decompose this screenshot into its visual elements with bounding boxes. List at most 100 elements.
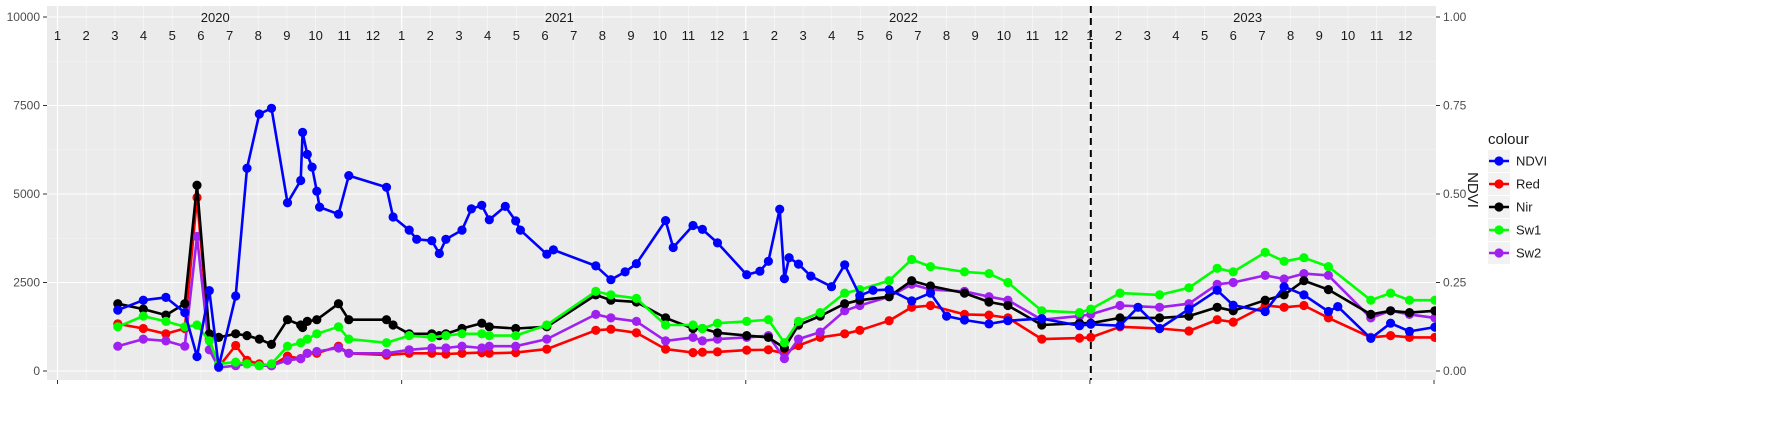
data-point-nir [113,299,123,309]
data-point-red [712,347,723,357]
data-point-sw1 [688,320,698,330]
plot-panel [47,6,1436,380]
data-point-nir [282,315,293,325]
data-point-sw2 [1260,270,1270,280]
data-point-red [1074,333,1085,343]
data-point-ndvi [466,204,476,214]
month-label: 8 [943,28,950,43]
right-axis-tick-label: 0.50 [1443,187,1467,201]
series-clip [113,103,1436,373]
data-point-red [138,323,148,334]
data-point-sw1 [344,334,354,344]
data-point-red [1323,313,1333,323]
data-point-sw2 [477,343,487,353]
series-group [113,103,1436,373]
data-point-sw2 [282,355,293,365]
data-point-nir [1299,276,1309,286]
data-point-red [606,324,616,334]
data-point-nir [381,315,392,325]
data-point-nir [266,339,277,349]
data-point-ndvi [697,224,708,234]
data-point-sw1 [1386,288,1396,298]
data-point-ndvi [242,163,252,173]
data-point-sw1 [1228,267,1238,277]
data-point-ndvi [542,249,552,259]
data-point-sw2 [296,354,306,364]
month-label: 3 [799,28,806,43]
data-point-ndvi [441,234,451,244]
data-point-red [631,328,642,338]
data-point-ndvi [591,261,601,271]
month-label: 4 [484,28,491,43]
left-axis-tick-label: 7500 [13,99,40,113]
data-point-sw1 [742,316,752,326]
data-point-ndvi [404,225,414,235]
data-point-ndvi [668,242,678,253]
month-label: 7 [570,28,577,43]
right-axis-tick-label: 0.75 [1443,99,1467,113]
data-point-red [697,347,708,357]
data-point-red [1299,300,1309,311]
month-label: 5 [513,28,520,43]
data-point-sw2 [192,231,202,242]
data-point-sw2 [312,346,322,357]
data-point-sw1 [959,267,970,277]
data-point-red [840,329,850,339]
data-point-sw1 [1404,295,1415,305]
month-label: 2 [771,28,778,43]
month-label: 3 [455,28,462,43]
data-point-ndvi [855,291,865,301]
bottom-axis [57,380,1435,384]
major-grid [47,6,1436,380]
data-point-red [511,348,521,358]
data-point-ndvi [907,296,917,306]
data-point-sw1 [884,276,894,286]
data-point-ndvi [712,238,723,248]
data-point-red [855,325,865,335]
data-point-sw1 [1086,304,1096,314]
data-point-sw1 [591,286,601,296]
data-point-nir [231,329,241,339]
data-point-sw1 [333,322,344,332]
month-label: 8 [1287,28,1294,43]
data-point-nir [742,331,752,341]
data-point-ndvi [548,245,559,255]
data-point-sw1 [697,323,708,334]
data-point-ndvi [312,186,322,196]
data-point-sw1 [793,316,804,326]
month-label: 11 [1370,28,1384,43]
data-point-sw1 [1155,290,1165,300]
data-point-ndvi [254,109,264,119]
data-point-ndvi [1115,321,1125,331]
data-point-sw1 [381,338,392,348]
data-point-nir [1430,306,1436,316]
data-point-nir [242,331,252,341]
right-axis-tick-label: 1.00 [1443,10,1467,24]
month-label: 3 [1144,28,1151,43]
year-label: 2021 [545,10,574,25]
legend-label-sw2: Sw2 [1516,246,1541,261]
data-point-nir [907,276,917,286]
data-point-sw2 [511,341,521,351]
data-point-ndvi [784,253,794,263]
data-point-nir [254,334,264,344]
legend-key-point [1494,179,1504,189]
data-point-sw2 [688,332,698,342]
data-point-ndvi [1404,326,1415,336]
data-point-ndvi [775,204,785,214]
month-label: 9 [1316,28,1323,43]
data-point-nir [511,323,521,334]
data-point-sw2 [606,313,616,323]
data-point-sw1 [1323,262,1333,272]
year-label: 2022 [889,10,918,25]
data-point-ndvi [192,351,202,362]
right-axis-tick-label: 0.25 [1443,276,1467,290]
data-point-red [925,300,936,311]
data-point-sw1 [113,322,123,332]
data-point-sw2 [381,348,392,358]
month-label: 7 [1258,28,1265,43]
data-point-ndvi [138,295,148,305]
data-point-sw1 [282,341,293,351]
data-point-ndvi [484,215,494,225]
data-point-nir [884,292,894,302]
